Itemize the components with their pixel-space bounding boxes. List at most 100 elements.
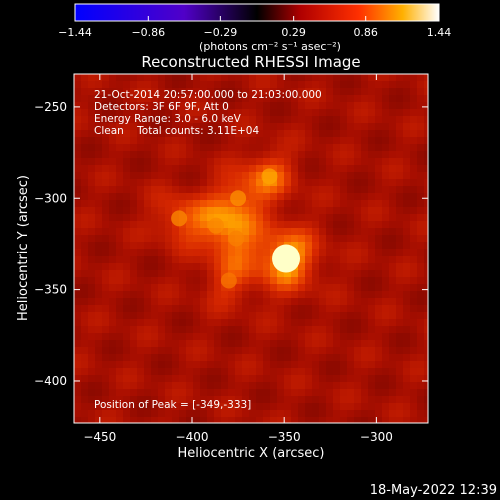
heatmap-pixel xyxy=(333,109,340,116)
heatmap-pixel xyxy=(277,116,284,123)
heatmap-pixel xyxy=(382,410,389,417)
heatmap-pixel xyxy=(256,375,263,382)
heatmap-pixel xyxy=(291,368,298,375)
heatmap-pixel xyxy=(333,179,340,186)
heatmap-pixel xyxy=(179,368,186,375)
heatmap-pixel xyxy=(368,270,375,277)
heatmap-pixel xyxy=(137,361,144,368)
heatmap-pixel xyxy=(284,361,291,368)
heatmap-pixel xyxy=(207,130,214,137)
heatmap-pixel xyxy=(326,298,333,305)
heatmap-pixel xyxy=(130,193,137,200)
heatmap-pixel xyxy=(410,256,417,263)
heatmap-pixel xyxy=(242,109,249,116)
heatmap-pixel xyxy=(347,151,354,158)
heatmap-pixel xyxy=(221,368,228,375)
heatmap-pixel xyxy=(361,256,368,263)
heatmap-pixel xyxy=(410,333,417,340)
heatmap-pixel xyxy=(242,172,249,179)
heatmap-pixel xyxy=(417,200,424,207)
heatmap-pixel xyxy=(102,221,109,228)
heatmap-pixel xyxy=(389,305,396,312)
heatmap-pixel xyxy=(277,270,284,277)
heatmap-pixel xyxy=(130,158,137,165)
heatmap-pixel xyxy=(137,354,144,361)
heatmap-pixel xyxy=(158,116,165,123)
heatmap-pixel xyxy=(102,137,109,144)
heatmap-pixel xyxy=(144,396,151,403)
heatmap-pixel xyxy=(396,333,403,340)
heatmap-pixel xyxy=(123,277,130,284)
heatmap-pixel xyxy=(193,165,200,172)
heatmap-pixel xyxy=(263,130,270,137)
heatmap-pixel xyxy=(235,95,242,102)
heatmap-pixel xyxy=(207,186,214,193)
heatmap-pixel xyxy=(214,144,221,151)
heatmap-pixel xyxy=(333,193,340,200)
heatmap-pixel xyxy=(235,319,242,326)
heatmap-pixel xyxy=(88,179,95,186)
heatmap-pixel xyxy=(81,291,88,298)
heatmap-sources xyxy=(171,168,301,289)
heatmap-pixel xyxy=(242,207,249,214)
heatmap-pixel xyxy=(326,403,333,410)
heatmap-pixel xyxy=(172,333,179,340)
heatmap-pixel xyxy=(312,291,319,298)
heatmap-pixel xyxy=(326,228,333,235)
heatmap-pixel xyxy=(137,116,144,123)
heatmap-pixel xyxy=(221,361,228,368)
heatmap-pixel xyxy=(298,88,305,95)
heatmap-pixel xyxy=(347,347,354,354)
heatmap-pixel xyxy=(396,158,403,165)
heatmap-pixel xyxy=(291,235,298,242)
heatmap-pixel xyxy=(396,144,403,151)
heatmap-pixel xyxy=(144,144,151,151)
heatmap-pixel xyxy=(326,354,333,361)
heatmap-pixel xyxy=(130,88,137,95)
heatmap-pixel xyxy=(270,221,277,228)
heatmap-pixel xyxy=(326,368,333,375)
heatmap-pixel xyxy=(319,193,326,200)
heatmap-pixel xyxy=(403,200,410,207)
heatmap-pixel xyxy=(95,144,102,151)
heatmap-pixel xyxy=(130,312,137,319)
colorbar-tick-label: −0.29 xyxy=(203,26,237,39)
heatmap-pixel xyxy=(375,200,382,207)
heatmap-pixel xyxy=(396,347,403,354)
heatmap-pixel xyxy=(389,200,396,207)
heatmap-pixel xyxy=(263,95,270,102)
heatmap-pixel xyxy=(165,396,172,403)
heatmap-pixel xyxy=(235,389,242,396)
heatmap-pixel xyxy=(116,326,123,333)
heatmap-pixel xyxy=(235,179,242,186)
heatmap-pixel xyxy=(319,242,326,249)
heatmap-pixel xyxy=(354,130,361,137)
heatmap-pixel xyxy=(375,284,382,291)
heatmap-pixel xyxy=(368,298,375,305)
heatmap-pixel xyxy=(368,319,375,326)
heatmap-pixel xyxy=(172,270,179,277)
heatmap-pixel xyxy=(326,410,333,417)
heatmap-pixel xyxy=(102,179,109,186)
heatmap-pixel xyxy=(256,326,263,333)
heatmap-pixel xyxy=(284,354,291,361)
heatmap-pixel xyxy=(354,151,361,158)
heatmap-pixel xyxy=(382,137,389,144)
heatmap-pixel xyxy=(396,179,403,186)
heatmap-pixel xyxy=(123,417,130,423)
heatmap-pixel xyxy=(81,354,88,361)
heatmap-pixel xyxy=(424,333,428,340)
heatmap-pixel xyxy=(214,214,221,221)
heatmap-pixel xyxy=(298,249,305,256)
heatmap-pixel xyxy=(172,235,179,242)
heatmap-pixel xyxy=(207,347,214,354)
heatmap-pixel xyxy=(123,172,130,179)
heatmap-pixel xyxy=(312,354,319,361)
heatmap-pixel xyxy=(102,361,109,368)
heatmap-pixel xyxy=(102,333,109,340)
heatmap-pixel xyxy=(417,151,424,158)
heatmap-pixel xyxy=(74,88,81,95)
heatmap-pixel xyxy=(221,235,228,242)
heatmap-pixel xyxy=(137,102,144,109)
heatmap-pixel xyxy=(95,172,102,179)
